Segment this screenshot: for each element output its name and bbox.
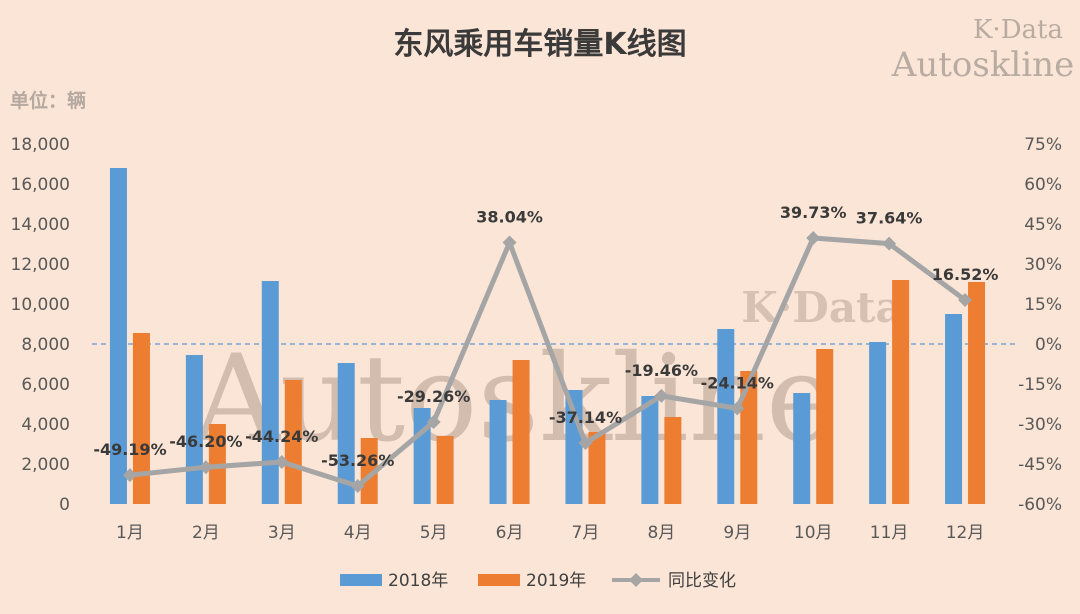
bar-2018-1: [109, 168, 127, 504]
watermark-corner-bottom: Autoskline: [891, 45, 1074, 85]
left-tick-label: 0: [59, 495, 70, 515]
x-tick-label: 1月: [116, 523, 144, 543]
x-tick-label: 9月: [723, 523, 751, 543]
yoy-label-10: 39.73%: [780, 203, 847, 222]
yoy-marker-11: [882, 236, 897, 251]
right-tick-label: -30%: [1018, 415, 1062, 435]
left-tick-label: 2,000: [21, 455, 70, 475]
watermark-corner-top: K·Data: [973, 15, 1063, 45]
right-tick-label: 45%: [1024, 215, 1062, 235]
yoy-label-12: 16.52%: [932, 265, 999, 284]
bar-2018-9: [717, 329, 735, 504]
bar-2019-8: [664, 417, 682, 504]
x-tick-label: 4月: [344, 523, 372, 543]
bar-2019-1: [132, 333, 150, 504]
x-tick-label: 5月: [420, 523, 448, 543]
yoy-marker-9: [730, 401, 745, 416]
yoy-label-6: 38.04%: [476, 208, 543, 227]
left-tick-label: 16,000: [11, 175, 70, 195]
right-tick-label: 30%: [1024, 255, 1062, 275]
bars: [109, 168, 986, 504]
yoy-label-7: -37.14%: [549, 408, 622, 427]
x-tick-label: 2月: [192, 523, 220, 543]
yoy-marker-8: [654, 388, 669, 403]
left-tick-label: 10,000: [11, 295, 70, 315]
x-tick-label: 7月: [572, 523, 600, 543]
legend-label-2018: 2018年: [388, 571, 448, 591]
legend-label-yoy: 同比变化: [668, 571, 736, 591]
yoy-label-5: -29.26%: [397, 387, 470, 406]
right-tick-label: 15%: [1024, 295, 1062, 315]
bar-2018-3: [261, 281, 279, 504]
bar-2019-4: [360, 438, 378, 504]
yoy-marker-12: [958, 292, 973, 307]
watermark-center-small: K·Data: [741, 283, 902, 332]
right-tick-label: 0%: [1035, 335, 1062, 355]
bar-2018-5: [413, 408, 431, 504]
x-axis-ticks: 1月 2月 3月 4月 5月 6月 7月 8月 9月 10月 11月 12月: [116, 523, 984, 543]
yoy-polyline: [129, 235, 967, 489]
legend-swatch-2019: [478, 574, 520, 586]
legend-label-2019: 2019年: [526, 571, 586, 591]
yoy-marker-10: [806, 231, 821, 246]
x-tick-label: 8月: [647, 523, 675, 543]
yoy-marker-1: [122, 468, 137, 483]
x-tick-label: 10月: [794, 523, 833, 543]
x-tick-label: 11月: [870, 523, 909, 543]
yoy-marker-3: [274, 454, 289, 469]
yoy-line: [122, 231, 973, 494]
yoy-label-9: -24.14%: [701, 373, 774, 392]
bar-2019-6: [512, 360, 530, 504]
legend-swatch-2018: [340, 574, 382, 586]
yoy-label-2: -46.20%: [169, 432, 242, 451]
yoy-label-11: 37.64%: [856, 209, 923, 228]
x-tick-label: 3月: [268, 523, 296, 543]
yoy-marker-6: [502, 235, 517, 250]
left-tick-label: 18,000: [11, 135, 70, 155]
left-tick-label: 8,000: [21, 335, 70, 355]
bar-2018-4: [337, 363, 355, 504]
x-tick-label: 6月: [496, 523, 524, 543]
yoy-marker-4: [350, 479, 365, 494]
right-tick-label: 75%: [1024, 135, 1062, 155]
legend-marker-yoy: [629, 573, 643, 587]
bar-2018-8: [641, 396, 659, 504]
right-tick-label: -45%: [1018, 455, 1062, 475]
x-tick-label: 12月: [946, 523, 985, 543]
left-tick-label: 6,000: [21, 375, 70, 395]
bar-2018-12: [945, 314, 963, 504]
yoy-label-8: -19.46%: [625, 361, 698, 380]
bar-2019-5: [436, 436, 454, 504]
left-tick-label: 12,000: [11, 255, 70, 275]
yoy-label-4: -53.26%: [321, 451, 394, 470]
bar-2019-9: [740, 371, 758, 504]
right-tick-label: -15%: [1018, 375, 1062, 395]
bar-2019-7: [588, 432, 606, 504]
bar-2018-6: [489, 400, 507, 504]
bar-2018-10: [793, 393, 811, 504]
right-tick-label: -60%: [1018, 495, 1062, 515]
left-tick-label: 14,000: [11, 215, 70, 235]
bar-2019-11: [892, 280, 910, 504]
left-axis-ticks: 18,000 16,000 14,000 12,000 10,000 8,000 6,000…: [11, 135, 70, 515]
bar-2019-12: [968, 282, 986, 504]
legend: 2018年 2019年 同比变化: [340, 571, 736, 591]
data-labels: -49.19% -46.20% -44.24%-53.26% -29.26% 38.04…: [93, 203, 998, 470]
left-tick-label: 4,000: [21, 415, 70, 435]
bar-2018-2: [185, 355, 203, 504]
yoy-marker-5: [426, 415, 441, 430]
bar-2019-3: [284, 380, 302, 504]
chart-title: 东风乘用车销量K线图: [393, 27, 686, 62]
bar-2019-10: [816, 349, 834, 504]
yoy-label-1: -49.19%: [93, 440, 166, 459]
bar-2018-11: [869, 342, 887, 504]
yoy-marker-7: [578, 436, 593, 451]
yoy-marker-2: [198, 460, 213, 475]
unit-label: 单位：辆: [10, 89, 86, 112]
right-tick-label: 60%: [1024, 175, 1062, 195]
yoy-label-3: -44.24%: [245, 427, 318, 446]
right-axis-ticks: 75% 60% 45% 30% 15% 0% -15% -30% -45% -60%: [1018, 135, 1062, 515]
